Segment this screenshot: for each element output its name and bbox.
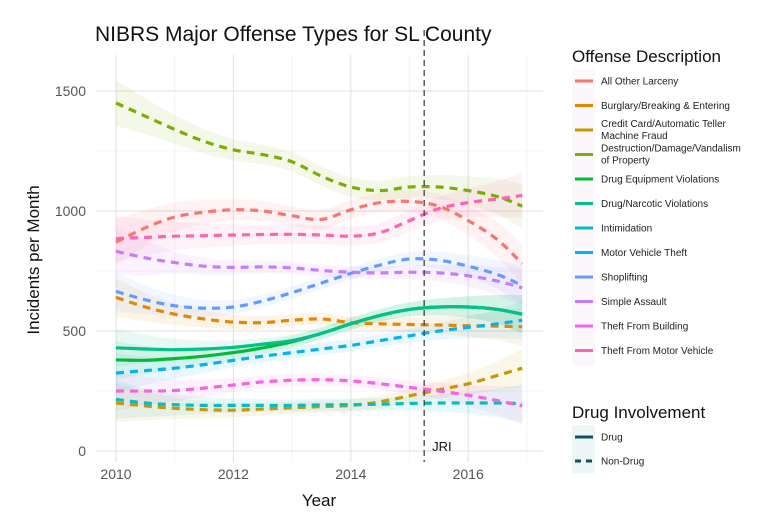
legend-label: Shoplifting [601,273,648,284]
band-shoplifting [116,251,523,317]
legend-label: Theft From Motor Vehicle [601,346,714,357]
band-burglary-breaking-entering [116,278,523,346]
band-intimidation [116,380,523,423]
jri-label: JRI [432,439,452,454]
legend-label: Simple Assault [601,297,667,308]
legend-label: Drug Equipment Violations [601,175,719,186]
legend-item-shoplifting: Shoplifting [575,273,648,284]
series-line-shoplifting [115,257,523,310]
confidence-bands [116,80,523,426]
legend-label: Destruction/Damage/Vandalism [601,144,741,155]
x-tick-label: 2010 [100,466,131,482]
x-tick-label: 2014 [335,466,366,482]
legend-title-offense: Offense Description [572,47,721,66]
y-tick-label: 0 [78,443,86,459]
band-drug-equipment-violations [116,294,523,379]
legend-label: of Property [601,156,650,167]
x-axis-title: Year [302,491,337,510]
y-tick-label: 500 [63,323,87,339]
series-lines [115,101,524,412]
legend-item-theft-from-building: Theft From Building [575,322,688,333]
legend-label: Intimidation [601,224,652,235]
legend-item-drug-equipment-violations: Drug Equipment Violations [575,175,719,186]
band-destruction-damage-vandalism-of-property [116,80,523,229]
legend-item-simple-assault: Simple Assault [575,297,667,308]
legend-label: Non-Drug [601,457,644,468]
legend-key-background [572,70,595,366]
series-line-all-other-larceny [115,199,524,265]
x-tick-label: 2012 [218,466,249,482]
legend-label: Drug [601,433,623,444]
legend-key-background [572,425,595,473]
y-tick-label: 1500 [55,83,86,99]
legend-label: Machine Fraud [601,131,668,142]
grid [96,55,543,462]
legend-item-drug: Drug [575,433,623,444]
band-theft-from-motor-vehicle [116,172,523,262]
legend-label: Drug/Narcotic Violations [601,199,708,210]
legend-label: Theft From Building [601,322,688,333]
y-axis-title: Incidents per Month [24,185,43,334]
legend-item-non-drug: Non-Drug [575,457,644,468]
legend-label: Motor Vehicle Theft [601,248,687,259]
legend-item-intimidation: Intimidation [575,224,652,235]
series-line-intimidation [115,397,523,408]
legend-item-motor-vehicle-theft: Motor Vehicle Theft [575,248,687,259]
legend-item-drug-narcotic-violations: Drug/Narcotic Violations [575,199,708,210]
legend-label: All Other Larceny [601,77,678,88]
x-axis-ticks: 2010 2012 2014 2016 [100,466,484,482]
legend-label: Credit Card/Automatic Teller [601,119,727,130]
series-line-drug-narcotic-violations [115,305,523,352]
y-tick-label: 1000 [55,203,86,219]
band-motor-vehicle-theft [116,301,523,393]
chart-title: NIBRS Major Offense Types for SL County [95,23,492,46]
x-tick-label: 2016 [453,466,484,482]
y-axis-ticks: 0 500 1000 1500 [55,83,86,459]
legend-offense: All Other Larceny Burglary/Breaking & Ent… [572,70,741,366]
band-simple-assault [116,228,523,307]
band-all-other-larceny [116,190,523,283]
legend-item-all-other-larceny: All Other Larceny [575,77,678,88]
legend-item-theft-from-motor-vehicle: Theft From Motor Vehicle [575,346,714,357]
plot-panel: JRI [96,30,543,462]
legend-item-burglary-breaking-entering: Burglary/Breaking & Entering [575,101,730,112]
series-line-destruction-damage-vandalism-of-property [115,101,523,208]
legend-title-drug: Drug Involvement [572,403,706,422]
legend-label: Burglary/Breaking & Entering [601,101,730,112]
jri-annotation: JRI [423,30,452,462]
legend-drug: Drug Non-Drug [572,425,644,473]
